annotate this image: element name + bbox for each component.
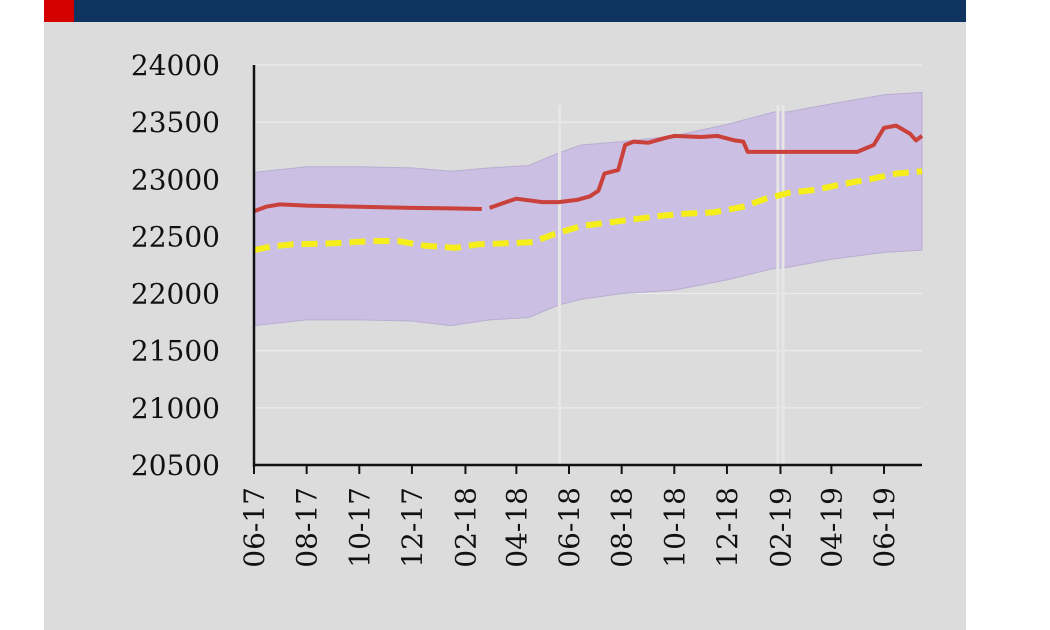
header-bar bbox=[44, 0, 966, 22]
confidence-band bbox=[253, 91, 923, 327]
y-tick-label: 21000 bbox=[131, 392, 220, 425]
series-line-solid bbox=[253, 123, 924, 214]
x-tick-label: 04-18 bbox=[500, 487, 533, 568]
x-tick-label: 06-17 bbox=[238, 487, 271, 568]
y-tick-label: 22500 bbox=[131, 220, 220, 253]
x-tick-label: 04-19 bbox=[815, 487, 848, 568]
series-lines bbox=[253, 123, 924, 254]
x-tick-label: 02-19 bbox=[765, 487, 798, 568]
x-tick-labels: 06-17 08-17 10-17 12-17 02-18 04-18 06-18 08-18… bbox=[238, 487, 901, 568]
series-line-dashed bbox=[253, 168, 923, 254]
y-tick-labels: 24000 23500 23000 22500 22000 21500 21000 20500 bbox=[131, 49, 220, 482]
x-tick-label: 06-19 bbox=[868, 487, 901, 568]
x-tick-label: 02-18 bbox=[449, 487, 482, 568]
y-tick-label: 24000 bbox=[131, 49, 220, 82]
x-tick-label: 12-17 bbox=[396, 487, 429, 568]
x-tick-label: 12-18 bbox=[711, 487, 744, 568]
band-gaps bbox=[558, 105, 785, 465]
x-tick-label: 08-17 bbox=[291, 487, 324, 568]
band-area bbox=[253, 91, 923, 327]
y-tick-label: 23000 bbox=[131, 163, 220, 196]
header-accent bbox=[44, 0, 74, 22]
x-tick-label: 10-18 bbox=[658, 487, 691, 568]
y-tick-label: 23500 bbox=[131, 106, 220, 139]
axes bbox=[252, 65, 922, 474]
y-tick-label: 20500 bbox=[131, 449, 220, 482]
x-tick-label: 06-18 bbox=[553, 487, 586, 568]
y-tick-label: 21500 bbox=[131, 335, 220, 368]
y-tick-label: 22000 bbox=[131, 278, 220, 311]
x-tick-label: 10-17 bbox=[343, 487, 376, 568]
x-tick-label: 08-18 bbox=[606, 487, 639, 568]
